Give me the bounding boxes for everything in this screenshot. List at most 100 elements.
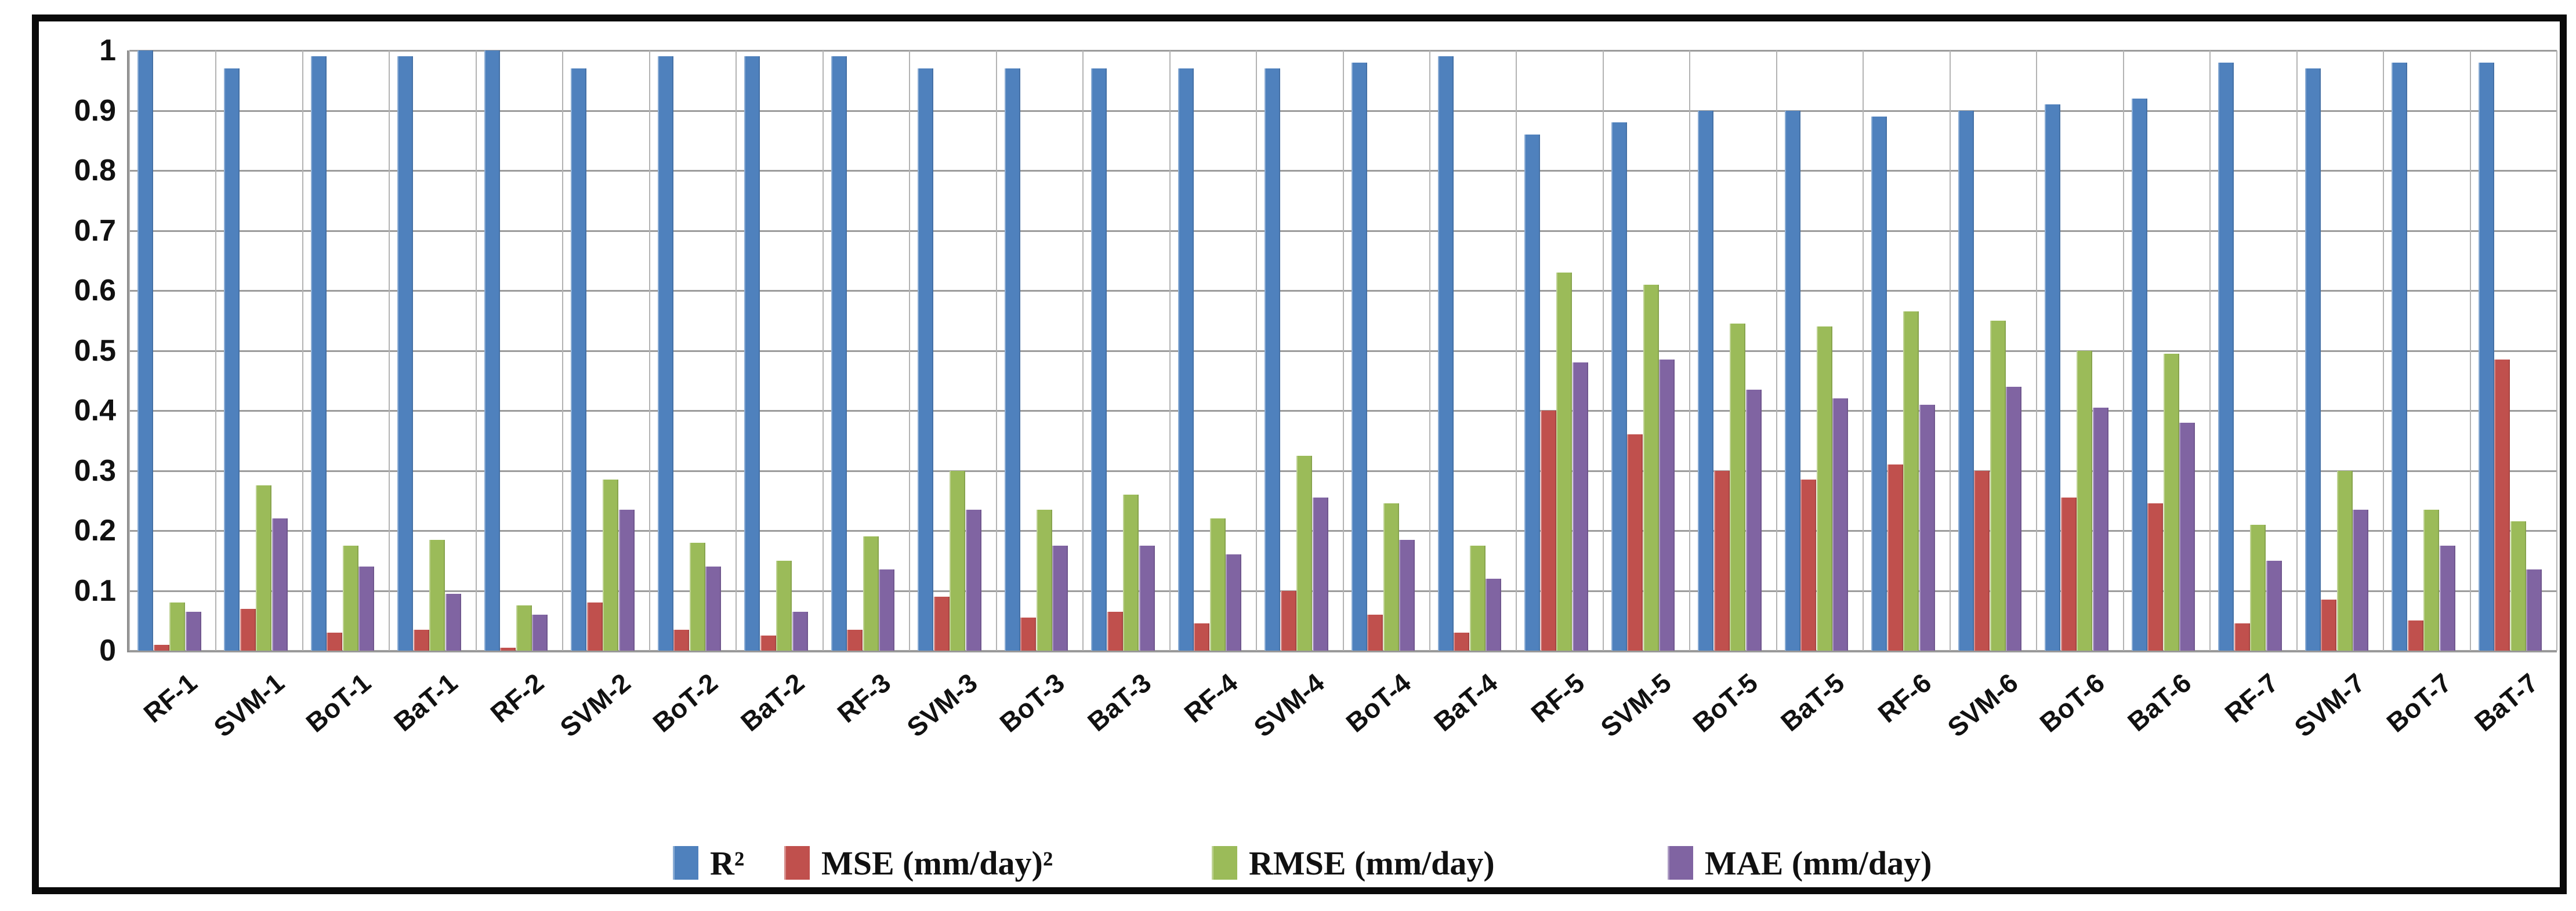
bar-maemmday-BoT-4	[1399, 539, 1415, 651]
y-tick-label-1: 1	[99, 34, 116, 67]
bar-msemmday-RF-6	[1887, 464, 1903, 651]
plot-area	[129, 50, 2557, 652]
gridline-v	[1863, 50, 1864, 651]
y-tick-label-0.2: 0.2	[74, 514, 116, 547]
bar-maemmday-SVM-3	[965, 509, 981, 651]
bar-r-SVM-4	[1265, 68, 1281, 651]
y-tick-label-0: 0	[99, 634, 116, 667]
legend-label: MAE (mm/day)	[1705, 844, 1932, 882]
bar-maemmday-BoT-6	[2092, 407, 2108, 651]
bar-rmsemmday-SVM-4	[1296, 455, 1313, 651]
bar-rmsemmday-BoT-4	[1383, 503, 1399, 651]
bar-rmsemmday-RF-1	[169, 603, 185, 651]
legend-item-rmsemmday: RMSE (mm/day)	[1212, 842, 1495, 884]
bar-r-RF-6	[1871, 116, 1887, 651]
bar-rmsemmday-BaT-4	[1469, 545, 1486, 651]
gridline-v	[1602, 50, 1604, 651]
bar-r-BaT-7	[2478, 62, 2494, 651]
bar-msemmday-SVM-4	[1280, 590, 1296, 651]
bar-msemmday-BoT-6	[2060, 498, 2077, 651]
bar-rmsemmday-BaT-6	[2163, 353, 2179, 651]
bar-r-BaT-3	[1091, 68, 1107, 651]
bar-maemmday-RF-7	[2266, 560, 2282, 651]
gridline-v	[2556, 50, 2557, 651]
bar-r-SVM-1	[224, 68, 240, 651]
bar-maemmday-RF-1	[185, 611, 201, 651]
bar-msemmday-RF-4	[1194, 623, 1210, 651]
bar-rmsemmday-BoT-7	[2423, 509, 2440, 651]
gridline-v	[129, 50, 130, 651]
gridline-v	[2036, 50, 2038, 651]
legend-label: RMSE (mm/day)	[1249, 844, 1495, 882]
bar-maemmday-RF-2	[532, 614, 548, 651]
gridline-h-0	[129, 650, 2557, 652]
y-tick-label-0.4: 0.4	[74, 394, 116, 427]
bar-r-BaT-1	[397, 56, 414, 651]
bar-r-SVM-6	[1958, 110, 1974, 651]
bar-msemmday-SVM-2	[586, 603, 603, 651]
bar-msemmday-BaT-4	[1454, 632, 1470, 651]
gridline-v	[562, 50, 564, 651]
bar-r-RF-4	[1178, 68, 1194, 651]
bar-msemmday-BoT-5	[1713, 470, 1730, 651]
bar-rmsemmday-BoT-6	[2077, 350, 2093, 651]
bar-r-RF-7	[2218, 62, 2234, 651]
gridline-v	[2296, 50, 2298, 651]
bar-maemmday-BaT-1	[445, 593, 461, 651]
bar-r-BoT-1	[310, 56, 327, 651]
bar-msemmday-BoT-2	[673, 629, 690, 651]
bar-r-SVM-2	[571, 68, 587, 651]
bar-maemmday-BoT-2	[705, 567, 722, 651]
gridline-v	[1082, 50, 1084, 651]
bar-rmsemmday-SVM-3	[950, 470, 966, 651]
bar-rmsemmday-RF-5	[1556, 272, 1573, 651]
bar-rmsemmday-SVM-1	[256, 485, 272, 651]
bar-msemmday-RF-7	[2234, 623, 2250, 651]
bar-maemmday-BaT-7	[2526, 569, 2542, 651]
gridline-v	[1689, 50, 1691, 651]
bar-maemmday-BoT-1	[358, 567, 375, 651]
gridline-v	[2469, 50, 2471, 651]
gridline-v	[1169, 50, 1171, 651]
bar-maemmday-BoT-5	[1745, 389, 1762, 651]
bar-rmsemmday-RF-2	[516, 605, 532, 651]
gridline-v	[1429, 50, 1430, 651]
bar-r-BoT-3	[1004, 68, 1020, 651]
bar-msemmday-SVM-3	[933, 596, 950, 651]
bar-maemmday-RF-4	[1226, 554, 1242, 651]
bar-rmsemmday-BaT-3	[1123, 494, 1139, 651]
bar-r-BaT-6	[2131, 98, 2147, 651]
y-tick-label-0.3: 0.3	[74, 453, 116, 488]
bar-msemmday-BaT-6	[2147, 503, 2164, 651]
bar-maemmday-RF-5	[1572, 362, 1588, 651]
bar-r-SVM-5	[1611, 122, 1627, 651]
y-tick-label-0.5: 0.5	[74, 333, 116, 368]
legend-item-msemmday: MSE (mm/day)²	[784, 842, 1053, 884]
gridline-v	[1776, 50, 1777, 651]
bar-msemmday-BaT-7	[2494, 360, 2510, 651]
bar-maemmday-BaT-6	[2179, 422, 2195, 651]
bar-r-BoT-4	[1351, 62, 1367, 651]
bar-maemmday-BoT-3	[1052, 545, 1068, 651]
bar-r-BoT-6	[2045, 104, 2061, 651]
legend-swatch-icon	[1212, 846, 1237, 880]
bar-rmsemmday-SVM-5	[1643, 284, 1659, 651]
bar-rmsemmday-SVM-6	[1990, 320, 2006, 651]
bar-msemmday-RF-2	[500, 647, 516, 651]
y-axis-line	[127, 50, 129, 652]
bar-rmsemmday-RF-4	[1209, 518, 1226, 651]
bar-msemmday-BaT-1	[413, 629, 429, 651]
bar-msemmday-BoT-7	[2407, 620, 2423, 651]
gridline-v	[1516, 50, 1517, 651]
legend-label: R²	[710, 844, 745, 882]
bar-maemmday-SVM-2	[618, 509, 635, 651]
bar-r-RF-1	[137, 50, 153, 651]
bar-msemmday-SVM-5	[1627, 434, 1643, 651]
bar-r-BaT-2	[744, 56, 760, 651]
bar-rmsemmday-RF-6	[1903, 311, 1919, 651]
bar-rmsemmday-BoT-2	[689, 542, 705, 651]
bar-maemmday-BaT-3	[1139, 545, 1155, 651]
bar-r-BaT-5	[1784, 110, 1800, 651]
bar-msemmday-SVM-7	[2321, 600, 2337, 651]
